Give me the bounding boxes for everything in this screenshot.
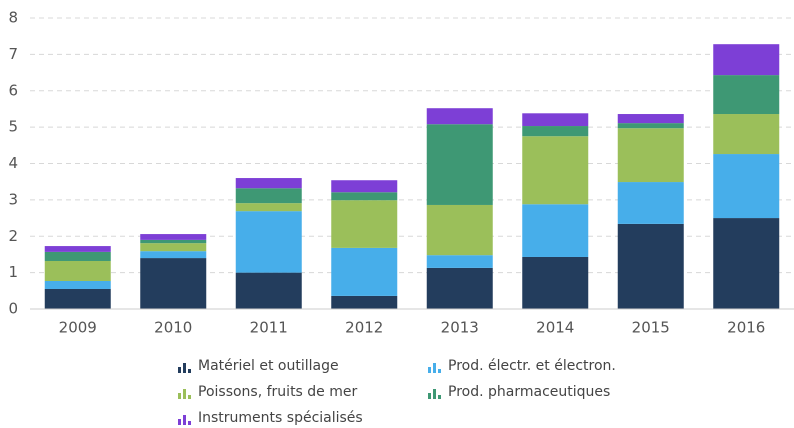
legend-icon [433, 363, 436, 373]
legend-label: Prod. électr. et électron. [448, 358, 616, 374]
y-tick-label: 0 [8, 300, 18, 318]
bar-segment [140, 243, 207, 252]
bar-segment [44, 280, 111, 289]
x-tick-label: 2016 [727, 319, 765, 337]
bar-segment [235, 188, 302, 204]
legend-icon [433, 389, 436, 399]
bar-segment [522, 126, 589, 137]
bar-segment [235, 211, 302, 273]
x-tick-label: 2015 [632, 319, 670, 337]
bar-segment [617, 182, 684, 224]
x-tick-label: 2010 [154, 319, 192, 337]
legend-icon [438, 395, 441, 399]
x-tick-label: 2012 [345, 319, 383, 337]
bar-segment [331, 295, 398, 309]
bar-segment [617, 123, 684, 129]
legend-icon [428, 367, 431, 373]
x-tick-label: 2013 [441, 319, 479, 337]
y-tick-label: 6 [8, 81, 18, 99]
bar-segment [713, 154, 780, 219]
bar-segment [140, 251, 207, 259]
bar-segment [522, 113, 589, 127]
y-tick-label: 8 [8, 9, 18, 27]
bar-segment [617, 114, 684, 124]
bar-segment [235, 203, 302, 212]
legend-icon [188, 421, 191, 425]
legend-icon [178, 419, 181, 425]
bar-segment [331, 247, 398, 296]
x-tick-label: 2014 [536, 319, 574, 337]
y-tick-label: 4 [8, 154, 18, 172]
bar-segment [235, 272, 302, 309]
x-tick-label: 2009 [59, 319, 97, 337]
bar-segment [617, 128, 684, 183]
bar-segment [713, 218, 780, 309]
bar-segment [522, 204, 589, 257]
bar-segment [617, 223, 684, 309]
legend-label: Prod. pharmaceutiques [448, 384, 610, 400]
legend-icon [178, 367, 181, 373]
y-tick-label: 2 [8, 227, 18, 245]
bar-segment [426, 255, 493, 268]
legend-icon [178, 393, 181, 399]
bar-segment [44, 288, 111, 309]
bar-segment [331, 192, 398, 201]
bar-segment [140, 234, 207, 240]
bar-segment [331, 200, 398, 248]
bar-segment [44, 251, 111, 261]
bar-segment [44, 260, 111, 281]
legend-label: Matériel et outillage [198, 358, 339, 374]
legend-icon [438, 369, 441, 373]
y-tick-label: 7 [8, 45, 18, 63]
bar-segment [140, 239, 207, 244]
legend-label: Instruments spécialisés [198, 410, 363, 426]
bar-segment [44, 246, 111, 252]
legend-icon [183, 389, 186, 399]
y-tick-label: 3 [8, 190, 18, 208]
legend-icon [183, 363, 186, 373]
bar-segment [426, 204, 493, 256]
bar-segment [713, 114, 780, 155]
legend-icon [188, 395, 191, 399]
legend-icon [183, 415, 186, 425]
bar-segment [713, 44, 780, 76]
bar-segment [522, 136, 589, 205]
legend-icon [428, 393, 431, 399]
bar-segment [522, 256, 589, 309]
bar-segment [713, 75, 780, 115]
x-tick-label: 2011 [250, 319, 288, 337]
bar-segment [426, 124, 493, 205]
bar-segment [426, 108, 493, 125]
legend-icon [188, 369, 191, 373]
y-tick-label: 5 [8, 118, 18, 136]
legend-label: Poissons, fruits de mer [198, 384, 358, 400]
bar-segment [235, 178, 302, 189]
bar-segment [331, 180, 398, 193]
bar-segment [426, 267, 493, 309]
y-tick-label: 1 [8, 263, 18, 281]
bar-segment [140, 258, 207, 309]
